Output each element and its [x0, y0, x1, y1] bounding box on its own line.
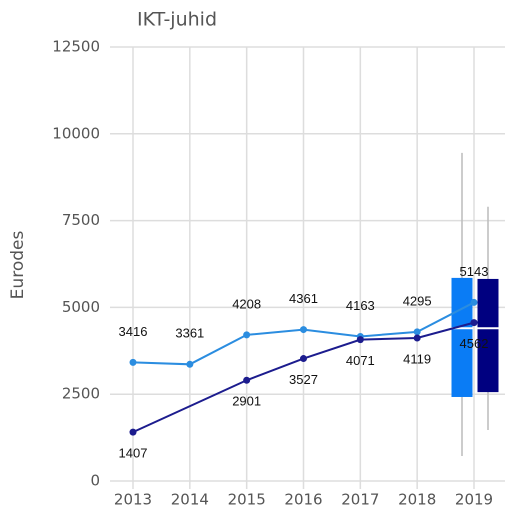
- x-tick-label: 2015: [228, 491, 266, 509]
- y-tick-label: 2500: [62, 385, 100, 403]
- point: [186, 360, 194, 368]
- data-label: 3361: [175, 326, 204, 341]
- line: [132, 321, 475, 434]
- data-label: 4562: [460, 336, 489, 351]
- point: [300, 355, 307, 363]
- box: [451, 277, 473, 397]
- point: [356, 336, 364, 344]
- chart-title: IKT-juhid: [137, 9, 217, 31]
- y-tick-label: 5000: [62, 298, 100, 316]
- point: [129, 358, 137, 366]
- data-label: 5143: [460, 264, 489, 279]
- x-tick-label: 2018: [398, 491, 436, 509]
- x-tick-label: 2014: [171, 491, 209, 509]
- point: [243, 331, 251, 339]
- data-label: 3416: [119, 324, 148, 339]
- data-label: 4295: [403, 293, 432, 308]
- data-label: 3527: [289, 372, 318, 387]
- y-tick-label: 0: [90, 472, 100, 490]
- data-label: 1407: [119, 446, 148, 461]
- point: [413, 334, 421, 342]
- point: [129, 428, 137, 436]
- data-label: 4071: [346, 353, 375, 368]
- data-label: 4163: [346, 298, 375, 313]
- data-label: 2901: [232, 394, 261, 409]
- x-tick-label: 2019: [455, 491, 493, 509]
- y-tick-label: 10000: [52, 124, 100, 142]
- point: [470, 319, 478, 327]
- point: [413, 328, 421, 336]
- y-axis-label: Eurodes: [8, 231, 28, 300]
- x-tick-label: 2013: [114, 491, 152, 509]
- data-label: 4119: [403, 351, 431, 366]
- box: [477, 278, 499, 393]
- point: [243, 376, 251, 384]
- point: [300, 326, 307, 334]
- x-tick-label: 2016: [284, 491, 322, 509]
- y-tick-label: 12500: [52, 38, 100, 56]
- point: [470, 298, 478, 306]
- y-tick-label: 7500: [62, 211, 100, 229]
- data-label: 4208: [232, 296, 261, 311]
- data-label: 4361: [289, 291, 318, 306]
- x-tick-label: 2017: [341, 491, 379, 509]
